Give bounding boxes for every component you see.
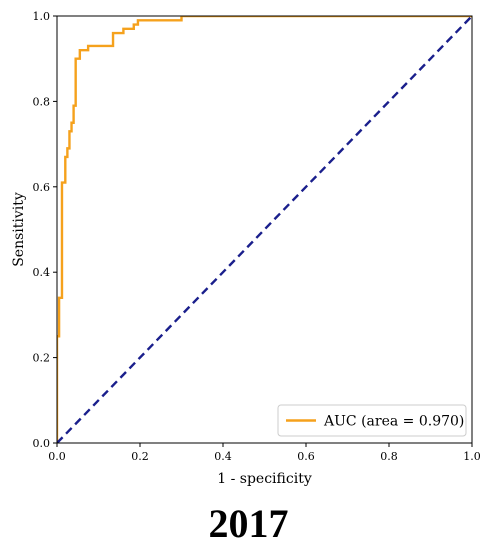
y-axis-title: Sensitivity <box>11 192 27 267</box>
x-tick-label: 0.6 <box>297 450 315 463</box>
y-tick-label: 0.0 <box>33 437 51 450</box>
y-tick-label: 1.0 <box>33 10 51 23</box>
x-tick-label: 1.0 <box>463 450 481 463</box>
y-tick-label: 0.4 <box>33 266 51 279</box>
y-tick-label: 0.2 <box>33 352 51 365</box>
legend: AUC (area = 0.970) <box>277 404 467 437</box>
x-tick-label: 0.2 <box>131 450 149 463</box>
y-tick-label: 0.6 <box>33 181 51 194</box>
legend-box <box>277 404 467 437</box>
plot-area <box>56 15 473 444</box>
legend-label: AUC (area = 0.970) <box>323 414 464 430</box>
x-tick-label: 0.0 <box>48 450 66 463</box>
roc-curve-line <box>57 16 472 443</box>
x-tick-label: 0.8 <box>380 450 398 463</box>
y-tick-label: 0.8 <box>33 95 51 108</box>
x-axis-title: 1 - specificity <box>217 471 312 487</box>
figure-caption: 2017 <box>208 501 289 546</box>
axis-ticks: 0.0 0.2 0.4 0.6 0.8 1.0 0.0 0.2 0.4 0.6 0.8 1.0 <box>33 10 481 463</box>
plot-frame <box>56 15 473 444</box>
x-tick-label: 0.4 <box>214 450 232 463</box>
chance-diagonal-line <box>57 16 472 443</box>
